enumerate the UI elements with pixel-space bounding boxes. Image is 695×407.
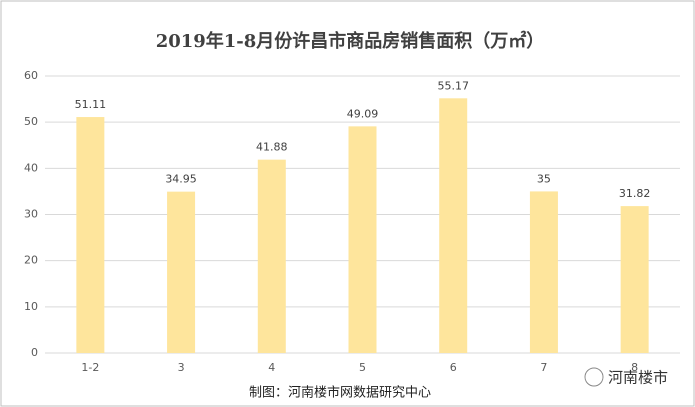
data-label: 35 [537, 172, 551, 185]
y-tick-label: 50 [24, 115, 38, 128]
data-label: 41.88 [256, 141, 288, 154]
x-tick-label: 5 [359, 361, 366, 374]
y-tick-label: 40 [24, 161, 38, 174]
logo-text: 河南楼市 [608, 369, 668, 387]
data-label: 34.95 [165, 173, 197, 186]
data-label: 51.11 [75, 98, 107, 111]
y-tick-label: 0 [31, 346, 38, 359]
y-tick-label: 10 [24, 300, 38, 313]
bar [167, 191, 196, 353]
data-label: 31.82 [619, 187, 651, 200]
y-tick-label: 60 [24, 69, 38, 82]
bar [529, 191, 558, 353]
x-tick-label: 4 [268, 361, 275, 374]
y-tick-label: 30 [24, 208, 38, 221]
x-tick-label: 7 [540, 361, 547, 374]
bar [76, 117, 105, 353]
logo-icon [584, 367, 604, 387]
x-tick-label: 6 [450, 361, 457, 374]
bar [348, 126, 377, 354]
data-label: 49.09 [347, 107, 379, 120]
y-tick-label: 20 [24, 254, 38, 267]
bar [257, 159, 286, 353]
x-tick-label: 3 [178, 361, 185, 374]
bar [439, 98, 468, 354]
footer: 制图：河南楼市网数据研究中心 [249, 385, 431, 401]
data-label: 55.17 [437, 79, 469, 92]
chart-title: 2019年1-8月份许昌市商品房销售面积（万㎡） [156, 30, 545, 52]
bar [620, 206, 649, 353]
x-tick-label: 1-2 [81, 361, 99, 374]
x-tick-label: 8 [631, 361, 638, 374]
